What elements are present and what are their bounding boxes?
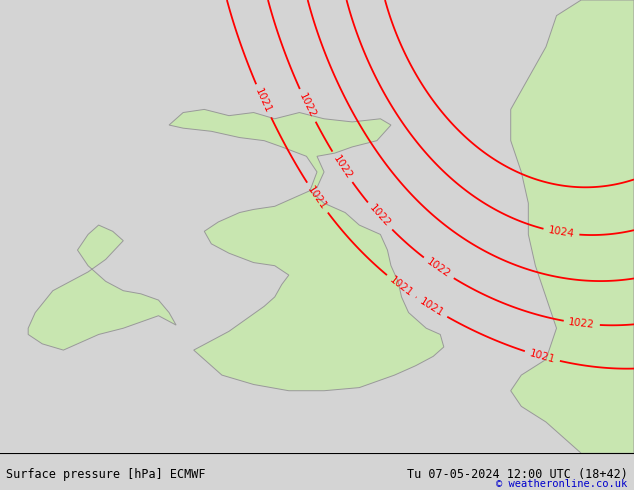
Polygon shape <box>511 0 634 453</box>
Text: 1021: 1021 <box>254 87 273 115</box>
Text: 1024: 1024 <box>548 225 575 240</box>
Text: © weatheronline.co.uk: © weatheronline.co.uk <box>496 479 628 489</box>
Text: Tu 07-05-2024 12:00 UTC (18+42): Tu 07-05-2024 12:00 UTC (18+42) <box>407 468 628 481</box>
Text: 1021: 1021 <box>387 274 415 298</box>
Text: 1022: 1022 <box>331 153 354 181</box>
Text: 1021: 1021 <box>306 184 329 212</box>
Polygon shape <box>28 225 176 350</box>
Text: 1022: 1022 <box>367 203 392 229</box>
Text: 1022: 1022 <box>297 92 318 120</box>
Polygon shape <box>169 109 444 391</box>
Text: Surface pressure [hPa] ECMWF: Surface pressure [hPa] ECMWF <box>6 468 206 481</box>
Text: 1021: 1021 <box>528 348 556 365</box>
Text: 1021: 1021 <box>418 296 446 318</box>
Text: 1022: 1022 <box>425 257 452 280</box>
Text: 1022: 1022 <box>568 317 595 330</box>
